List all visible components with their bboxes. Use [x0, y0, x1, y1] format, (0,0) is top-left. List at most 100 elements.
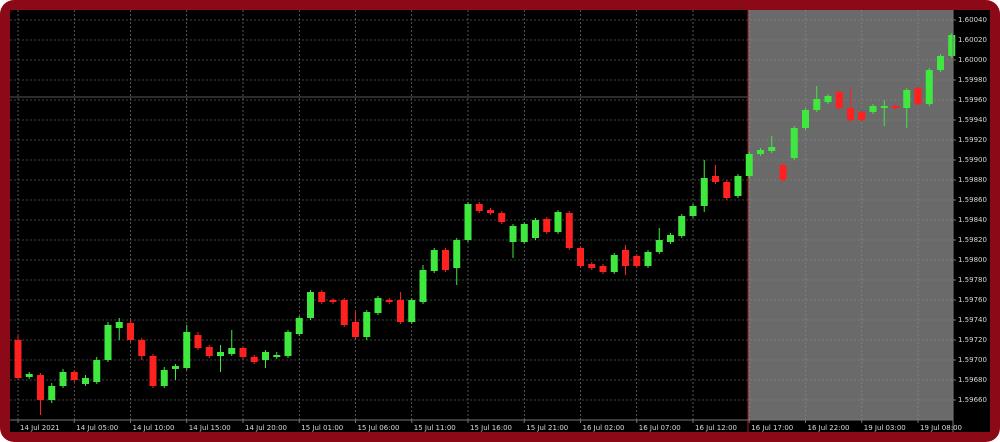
y-tick-label: 1.59720 — [958, 336, 987, 344]
candle-body — [149, 356, 157, 386]
candle-body — [712, 176, 719, 182]
candle-body — [138, 340, 146, 356]
candle-body — [352, 322, 359, 337]
candle-body — [228, 348, 236, 354]
candle-body — [948, 35, 956, 56]
highlight-region — [748, 10, 953, 420]
candle-body — [937, 56, 944, 70]
candle-body — [318, 292, 326, 302]
candle-body — [757, 150, 764, 154]
y-tick-label: 1.59760 — [958, 296, 987, 304]
candle-body — [723, 182, 731, 198]
candle-body — [194, 335, 202, 348]
candle-body — [340, 300, 348, 325]
candle-body — [453, 240, 461, 268]
candle-body — [284, 332, 292, 356]
x-tick-label: 16 Jul 12:00 — [695, 424, 737, 432]
candle-body — [408, 300, 416, 322]
candle-body — [667, 235, 674, 242]
x-tick-label: 16 Jul 07:00 — [639, 424, 681, 432]
candle-body — [464, 204, 472, 240]
x-tick-label: 14 Jul 05:00 — [76, 424, 118, 432]
candle-body — [48, 386, 56, 400]
candle-body — [217, 352, 224, 356]
candle-body — [622, 250, 629, 266]
candle-body — [554, 212, 562, 232]
x-tick-label: 14 Jul 15:00 — [189, 424, 231, 432]
candle-body — [205, 347, 213, 356]
candle-body — [14, 340, 22, 378]
x-tick-label: 14 Jul 2021 — [20, 424, 60, 432]
candle-body — [262, 352, 269, 360]
y-tick-label: 1.59680 — [958, 376, 987, 384]
candle-body — [824, 96, 832, 102]
y-tick-label: 1.59920 — [958, 136, 987, 144]
candle-body — [307, 292, 314, 318]
y-tick-label: 1.59800 — [958, 256, 987, 264]
candle-body — [363, 312, 371, 337]
candle-body — [70, 372, 78, 380]
candle-body — [577, 248, 584, 266]
candle-body — [588, 264, 596, 268]
candle-body — [329, 300, 337, 302]
candle-body — [37, 375, 44, 400]
x-tick-label: 15 Jul 16:00 — [470, 424, 512, 432]
candle-body — [25, 374, 33, 377]
y-tick-label: 1.59820 — [958, 236, 987, 244]
candle-body — [385, 300, 393, 302]
x-tick-label: 14 Jul 20:00 — [245, 424, 287, 432]
x-tick-label: 19 Jul 03:00 — [864, 424, 906, 432]
candle-body — [880, 106, 888, 108]
x-tick-label: 16 Jul 17:00 — [751, 424, 793, 432]
candle-body — [442, 250, 449, 270]
y-tick-label: 1.59700 — [958, 356, 987, 364]
candle-body — [59, 372, 67, 386]
candle-body — [419, 270, 427, 302]
candles — [14, 33, 956, 415]
candle-body — [610, 255, 618, 272]
candle-body — [565, 213, 573, 248]
x-tick-label: 15 Jul 06:00 — [358, 424, 400, 432]
candle-body — [430, 250, 438, 271]
candle-body — [925, 70, 933, 104]
candle-body — [745, 154, 753, 176]
candle-body — [903, 90, 911, 108]
y-tick-label: 1.60040 — [958, 16, 987, 24]
y-tick-label: 1.59860 — [958, 196, 987, 204]
candle-body — [835, 92, 843, 108]
candle-body — [633, 256, 641, 266]
y-tick-label: 1.59840 — [958, 216, 987, 224]
candle-body — [273, 355, 281, 357]
candle-body — [644, 252, 652, 266]
candle-body — [779, 165, 787, 180]
candle-body — [869, 106, 877, 112]
candle-body — [813, 99, 821, 110]
y-tick-label: 1.59960 — [958, 96, 987, 104]
candle-body — [475, 204, 483, 211]
candle-body — [914, 88, 922, 104]
x-tick-label: 15 Jul 21:00 — [526, 424, 568, 432]
x-tick-label: 15 Jul 11:00 — [414, 424, 456, 432]
candle-body — [397, 300, 404, 322]
y-tick-label: 1.59980 — [958, 76, 987, 84]
candle-body — [700, 178, 708, 206]
candle-body — [802, 110, 809, 128]
y-tick-label: 1.60020 — [958, 36, 987, 44]
candle-body — [498, 213, 506, 222]
y-tick-label: 1.59660 — [958, 396, 987, 404]
candle-body — [374, 298, 382, 313]
candle-body — [678, 216, 686, 236]
candle-body — [599, 266, 607, 272]
candle-body — [689, 206, 697, 216]
y-tick-label: 1.59900 — [958, 156, 987, 164]
candle-body — [82, 378, 89, 384]
candle-body — [160, 370, 168, 386]
candle-body — [543, 219, 551, 232]
candle-body — [127, 323, 134, 340]
candle-body — [734, 176, 742, 196]
candle-body — [487, 210, 494, 213]
candle-body — [790, 128, 798, 158]
candle-body — [655, 240, 663, 252]
candle-body — [183, 332, 191, 368]
